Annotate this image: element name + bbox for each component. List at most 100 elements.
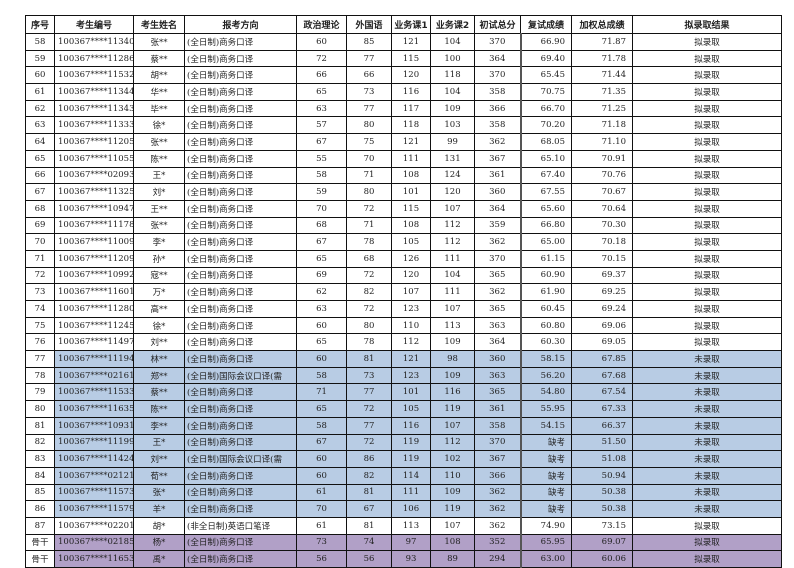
col-result-cell: 拟录取 [632, 99, 782, 118]
col-prelim-total-cell: 370 [474, 249, 521, 268]
col-name-cell: 荀** [133, 466, 185, 485]
col-politics-cell: 63 [296, 99, 347, 118]
col-course2-cell: 103 [430, 116, 475, 135]
col-prelim-total-cell: 363 [474, 366, 521, 385]
col-direction-cell: (全日制)商务口译 [184, 350, 297, 368]
table-row: 70 100367****11009 李* (全日制)商务口译 67 78 105 112 36… [25, 233, 782, 251]
col-id-cell: 100367****11653 [54, 550, 134, 568]
col-language-cell: 81 [346, 483, 392, 502]
col-course2-cell: 99 [430, 133, 475, 151]
col-seq-cell: 62 [25, 99, 55, 118]
col-id-cell: 100367****10931 [54, 416, 134, 435]
col-result-cell: 未录取 [632, 383, 782, 402]
col-language-cell: 71 [346, 216, 392, 235]
col-course2-cell: 120 [430, 183, 475, 201]
table-row: 72 100367****10992 寇** (全日制)商务口译 69 72 120 104 3… [25, 266, 782, 285]
col-id-cell: 100367****10947 [54, 199, 134, 218]
col-politics-cell: 58 [296, 416, 347, 435]
col-retest-cell: 54.80 [519, 383, 572, 402]
col-politics-cell: 72 [296, 49, 347, 68]
col-direction-cell: (全日制)商务口译 [184, 49, 297, 68]
col-prelim-total-cell: 362 [474, 483, 521, 502]
col-retest-cell: 56.20 [519, 366, 572, 385]
col-weighted-total-cell: 70.67 [571, 183, 633, 201]
col-result-cell: 拟录取 [632, 249, 782, 268]
col-course1-cell: 119 [391, 450, 431, 468]
col-prelim-total-cell: 362 [474, 516, 521, 535]
col-prelim-total-header: 初试总分 [474, 15, 521, 34]
col-direction-cell: (全日制)商务口译 [184, 383, 297, 402]
table-row: 60 100367****11532 胡** (全日制)商务口译 66 66 120 118 3… [25, 66, 782, 85]
col-id-cell: 100367****02185 [54, 533, 134, 552]
col-weighted-total-cell: 66.37 [571, 416, 633, 435]
col-name-cell: 刘** [133, 333, 185, 352]
col-language-cell: 77 [346, 383, 392, 402]
col-id-cell: 100367****11424 [54, 450, 134, 468]
col-politics-cell: 57 [296, 116, 347, 135]
col-weighted-total-cell: 69.07 [571, 533, 633, 552]
col-id-cell: 100367****10992 [54, 266, 134, 285]
col-direction-cell: (全日制)国际会议口译(需 [184, 366, 297, 385]
col-politics-cell: 60 [296, 466, 347, 485]
col-name-cell: 蔡** [133, 49, 185, 68]
col-weighted-total-cell: 71.44 [571, 66, 633, 85]
header-row: 序号 考生编号 考生姓名 报考方向 政治理论 外国语 业务课1 业务课2 初试总分 复试成绩 加权总… [25, 15, 782, 34]
col-id-cell: 100367****11497 [54, 333, 134, 352]
col-course2-cell: 107 [430, 416, 475, 435]
col-retest-cell: 缺考 [519, 466, 572, 485]
col-politics-cell: 70 [296, 199, 347, 218]
col-name-cell: 蔡** [133, 383, 185, 402]
col-prelim-total-cell: 365 [474, 383, 521, 402]
col-seq-cell: 76 [25, 333, 55, 352]
col-politics-cell: 59 [296, 183, 347, 201]
col-prelim-total-cell: 358 [474, 416, 521, 435]
col-retest-cell: 69.40 [519, 49, 572, 68]
col-name-cell: 胡* [133, 516, 185, 535]
col-politics-cell: 65 [296, 249, 347, 268]
table-row: 85 100367****11573 张* (全日制)商务口译 61 81 111 109 36… [25, 483, 782, 502]
col-name-cell: 王* [133, 166, 185, 185]
col-language-cell: 73 [346, 83, 392, 101]
col-prelim-total-cell: 365 [474, 266, 521, 285]
col-name-cell: 杨* [133, 533, 185, 552]
col-name-cell: 禹* [133, 550, 185, 568]
col-language-cell: 72 [346, 266, 392, 285]
col-language-cell: 81 [346, 516, 392, 535]
col-language-cell: 78 [346, 333, 392, 352]
col-id-header: 考生编号 [54, 15, 134, 34]
col-language-cell: 86 [346, 450, 392, 468]
col-name-cell: 陈** [133, 149, 185, 168]
col-result-cell: 拟录取 [632, 516, 782, 535]
table-row: 78 100367****02161 郑** (全日制)国际会议口译(需 58 73 123… [25, 366, 782, 385]
col-direction-cell: (全日制)商务口译 [184, 249, 297, 268]
col-course2-cell: 116 [430, 383, 475, 402]
col-result-cell: 未录取 [632, 483, 782, 502]
col-course1-cell: 126 [391, 249, 431, 268]
col-id-cell: 100367****11635 [54, 400, 134, 418]
col-result-cell: 未录取 [632, 450, 782, 468]
col-id-cell: 100367****11344 [54, 83, 134, 101]
col-course1-cell: 97 [391, 533, 431, 552]
col-result-cell: 未录取 [632, 400, 782, 418]
col-prelim-total-cell: 360 [474, 183, 521, 201]
col-result-cell: 拟录取 [632, 133, 782, 151]
col-course1-cell: 120 [391, 266, 431, 285]
col-prelim-total-cell: 366 [474, 99, 521, 118]
col-prelim-total-cell: 365 [474, 300, 521, 318]
col-course2-header: 业务课2 [430, 15, 475, 34]
col-course2-cell: 104 [430, 33, 475, 51]
col-course1-cell: 105 [391, 400, 431, 418]
col-course1-cell: 113 [391, 516, 431, 535]
col-result-cell: 拟录取 [632, 283, 782, 301]
col-id-cell: 100367****11340 [54, 33, 134, 51]
col-name-cell: 王* [133, 433, 185, 452]
table-row: 80 100367****11635 陈** (全日制)商务口译 65 72 105 119 3… [25, 400, 782, 418]
col-language-cell: 72 [346, 433, 392, 452]
col-language-cell: 72 [346, 199, 392, 218]
col-name-header: 考生姓名 [133, 15, 185, 34]
table-row: 79 100367****11533 蔡** (全日制)商务口译 71 77 101 116 3… [25, 383, 782, 402]
col-retest-cell: 缺考 [519, 433, 572, 452]
col-seq-cell: 79 [25, 383, 55, 402]
col-course2-cell: 111 [430, 283, 475, 301]
col-id-cell: 100367****11601 [54, 283, 134, 301]
